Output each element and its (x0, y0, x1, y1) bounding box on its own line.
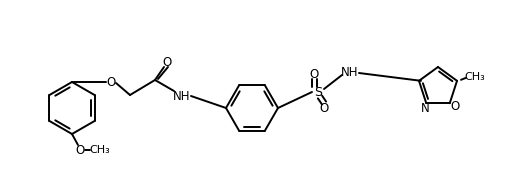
Text: O: O (163, 55, 171, 69)
Text: CH₃: CH₃ (464, 72, 485, 82)
Text: O: O (309, 68, 319, 80)
Text: N: N (421, 102, 430, 115)
Text: O: O (106, 76, 116, 89)
Text: O: O (450, 100, 459, 113)
Text: NH: NH (173, 89, 191, 103)
Text: CH₃: CH₃ (89, 145, 110, 155)
Text: NH: NH (341, 65, 359, 79)
Text: O: O (75, 143, 85, 156)
Text: S: S (314, 85, 322, 98)
Text: O: O (319, 102, 329, 114)
